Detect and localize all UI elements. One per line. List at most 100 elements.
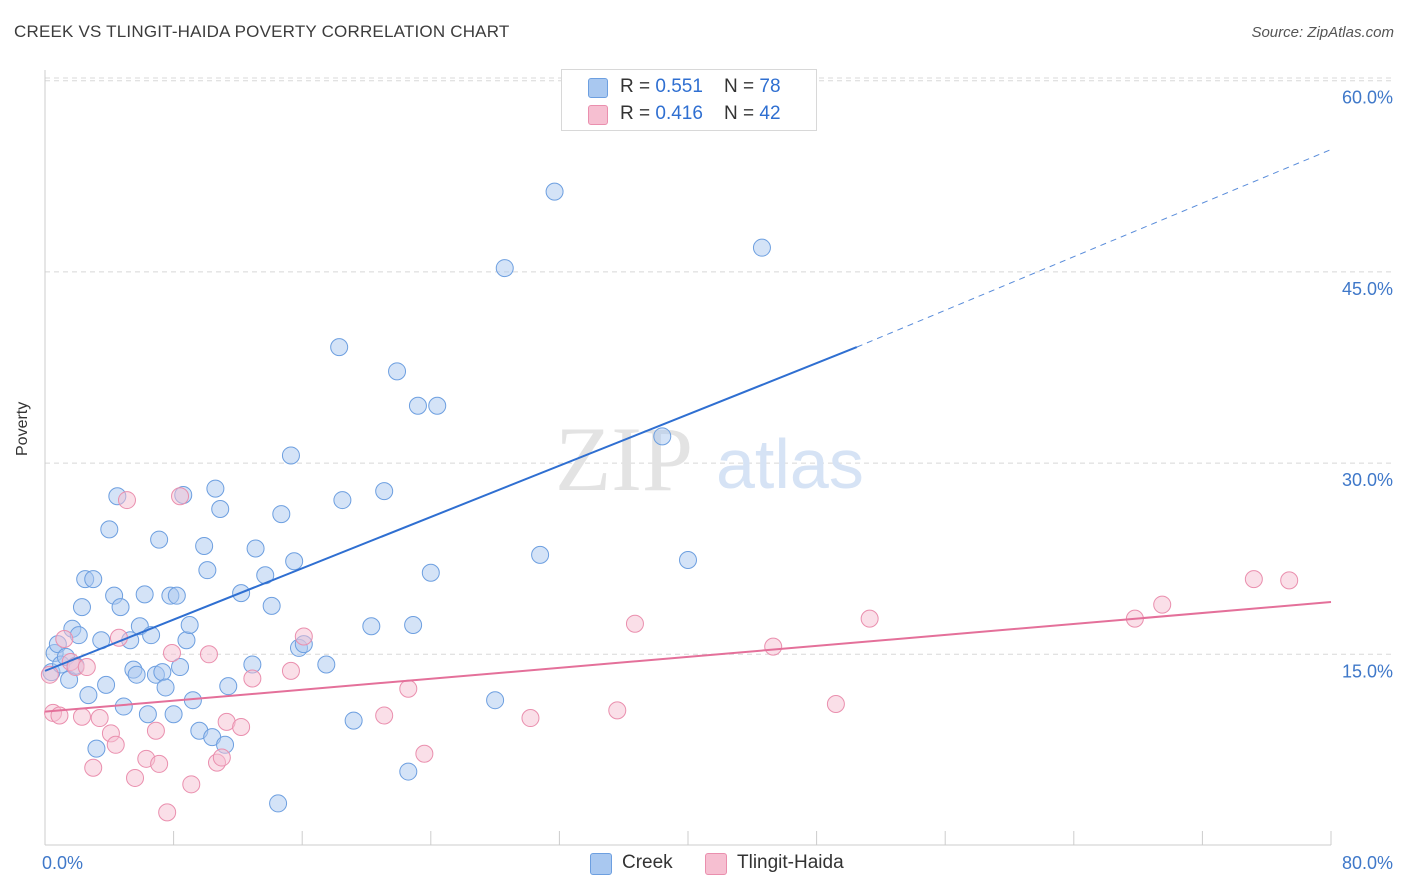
creek-point (281, 446, 300, 465)
creek-point (285, 552, 304, 571)
tlingit-trendline (44, 601, 1332, 713)
creek-point (333, 491, 352, 510)
creek-point (219, 677, 238, 696)
tlingit-point (90, 709, 109, 728)
tlingit-r-value: 0.416 (655, 103, 703, 124)
tlingit-point (232, 717, 251, 736)
tlingit-point (146, 721, 165, 740)
points-layer (40, 182, 1299, 822)
creek-point (153, 663, 172, 682)
tlingit-point (415, 744, 434, 763)
tlingit-point (126, 768, 145, 787)
creek-point (399, 762, 418, 781)
tlingit-legend-label: Tlingit-Haida (737, 852, 844, 873)
y-tick-label: 45.0% (1342, 279, 1393, 299)
tlingit-point (162, 644, 181, 663)
creek-point (752, 238, 771, 257)
creek-point (495, 259, 514, 278)
creek-point (79, 686, 98, 705)
creek-point (72, 598, 91, 617)
tlingit-point (521, 709, 540, 728)
creek-trendline-extension (856, 149, 1332, 348)
creek-point (246, 539, 265, 558)
creek-point (100, 520, 119, 539)
creek-point (269, 794, 288, 813)
creek-point (679, 550, 697, 569)
tlingit-n-label: N = (724, 103, 760, 124)
creek-point (111, 598, 130, 617)
creek-point (262, 596, 281, 615)
tlingit-point (84, 758, 103, 777)
creek-legend-label: Creek (622, 852, 673, 873)
creek-point (177, 631, 196, 650)
creek-point (330, 338, 349, 357)
creek-point (198, 561, 217, 580)
tlingit-point (826, 695, 845, 714)
creek-trendline (44, 346, 858, 672)
tlingit-point (243, 669, 262, 688)
tlingit-point (860, 609, 879, 628)
x-tick-label: 80.0% (1342, 853, 1393, 873)
creek-legend-swatch (590, 853, 612, 875)
creek-point (180, 615, 199, 634)
tlingit-point (158, 803, 177, 822)
creek-point (362, 617, 381, 636)
creek-point (97, 675, 116, 694)
tick-label-layer: 15.0% 30.0% 45.0% 60.0% 0.0% 80.0% (42, 88, 1393, 873)
creek-n-label: N = (724, 76, 760, 97)
x-tick-label: 0.0% (42, 853, 83, 873)
tlingit-point (608, 701, 627, 720)
creek-point (150, 530, 169, 549)
tlingit-point (281, 661, 300, 680)
tlingit-point (199, 645, 218, 664)
creek-point (127, 665, 146, 684)
y-tick-label: 30.0% (1342, 470, 1393, 490)
tlingit-legend-swatch (705, 853, 727, 875)
creek-point (486, 691, 505, 710)
tlingit-point (1244, 570, 1263, 589)
y-tick-label: 60.0% (1342, 88, 1393, 108)
trendline-layer (44, 149, 1332, 713)
grid-layer (45, 77, 1395, 655)
creek-point (272, 505, 291, 524)
tlingit-n-value: 42 (759, 103, 781, 124)
creek-point (545, 182, 564, 201)
tlingit-point (764, 637, 783, 656)
tlingit-point (77, 658, 96, 677)
tlingit-point (171, 487, 190, 506)
creek-point (653, 427, 672, 446)
tlingit-r-label: R = (620, 103, 656, 124)
creek-point (87, 739, 106, 758)
tlingit-swatch (588, 105, 608, 125)
correlation-legend: R = 0.551 N = 78 R = 0.416 N = 42 (561, 69, 817, 131)
chart-title: CREEK VS TLINGIT-HAIDA POVERTY CORRELATI… (14, 22, 510, 41)
creek-point (167, 586, 186, 605)
tlingit-point (294, 627, 313, 646)
tlingit-point (212, 748, 231, 767)
creek-point (135, 585, 154, 604)
tlingit-point (1280, 571, 1299, 590)
creek-point (388, 362, 407, 381)
tlingit-point (117, 491, 136, 510)
creek-point (317, 655, 336, 674)
tlingit-point (625, 614, 644, 633)
tlingit-point (375, 706, 394, 725)
tlingit-point (72, 707, 91, 726)
creek-n-value: 78 (759, 76, 781, 97)
tlingit-point (399, 679, 418, 698)
creek-point (211, 499, 230, 518)
source-label: Source: ZipAtlas.com (1251, 24, 1394, 41)
creek-point (344, 711, 363, 730)
creek-point (171, 658, 190, 677)
tlingit-point (182, 775, 201, 794)
creek-point (114, 697, 133, 716)
creek-swatch (588, 78, 608, 98)
creek-point (408, 396, 427, 415)
creek-r-value: 0.551 (655, 76, 703, 97)
tlingit-point (106, 735, 125, 754)
creek-point (195, 536, 214, 555)
watermark-atlas: atlas (716, 425, 864, 503)
tlingit-point (1153, 595, 1172, 614)
creek-point (84, 570, 103, 589)
